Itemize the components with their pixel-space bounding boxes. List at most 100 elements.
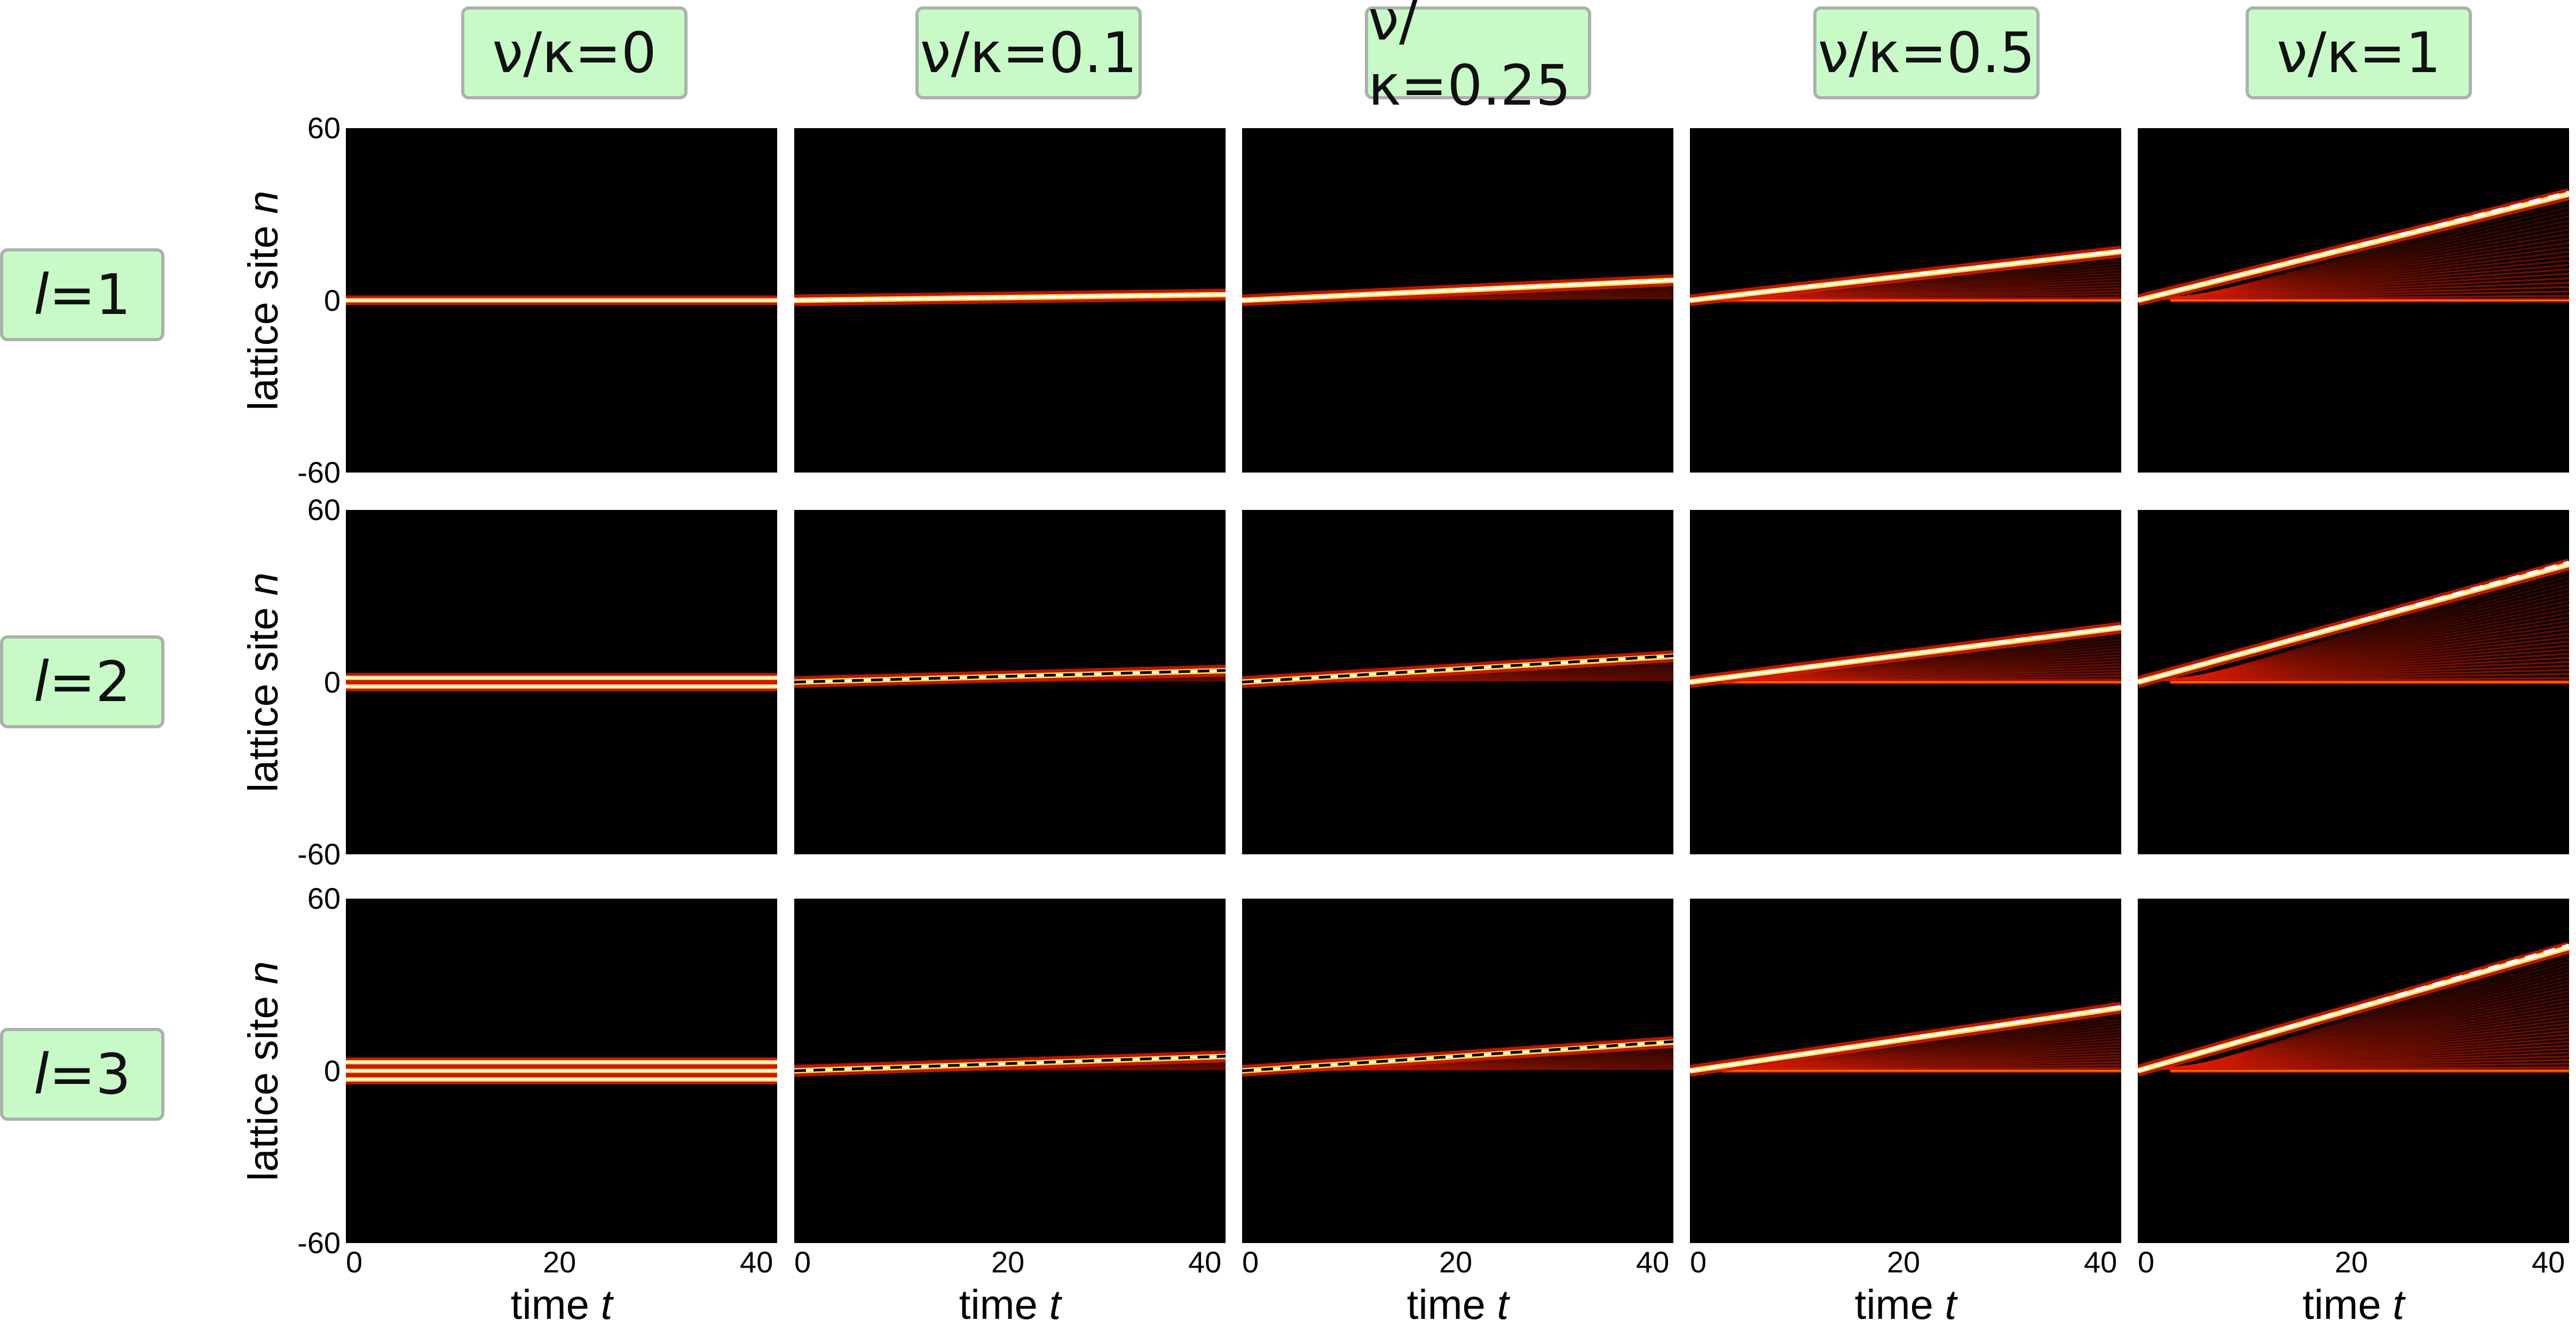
x-axis-label-text: time bbox=[510, 1281, 601, 1328]
dispersion-fan-line bbox=[2191, 979, 2569, 1067]
dispersion-fan-line bbox=[2194, 968, 2569, 1067]
dispersion-fan-line bbox=[2177, 1019, 2569, 1069]
x-tick-label: 0 bbox=[1242, 1245, 1259, 1279]
heatmap-canvas bbox=[1242, 274, 1673, 306]
y-tick-label: 60 bbox=[307, 493, 341, 526]
dispersion-fan-line bbox=[1725, 284, 2121, 301]
y-tick-label: 60 bbox=[307, 111, 341, 145]
heatmap-canvas bbox=[794, 288, 1226, 306]
x-tick-label: 20 bbox=[1439, 1245, 1473, 1279]
dispersion-fan-line bbox=[2187, 228, 2569, 298]
wavepacket-peak bbox=[2138, 946, 2569, 1072]
drift-guide-line bbox=[1242, 1040, 1673, 1072]
dispersion-fan-line bbox=[2169, 1041, 2569, 1070]
heatmap-panel-l2-nu3 bbox=[1690, 510, 2121, 854]
dispersion-fan-line bbox=[2171, 648, 2569, 681]
y-axis-label: lattice site n bbox=[239, 572, 288, 792]
heatmap-canvas bbox=[2138, 559, 2569, 688]
dispersion-fan-line bbox=[2175, 636, 2569, 680]
dispersion-fan-line bbox=[1730, 657, 2121, 682]
x-axis-label-text: time bbox=[1854, 1281, 1945, 1328]
dispersion-fan-line bbox=[2188, 600, 2569, 679]
dispersion-fan-line bbox=[1748, 1016, 2121, 1070]
dispersion-fan-line bbox=[2168, 1044, 2569, 1070]
dispersion-fan-line bbox=[2193, 215, 2569, 297]
dispersion-fan-line bbox=[2178, 628, 2569, 680]
wavepacket-peak bbox=[2138, 563, 2569, 683]
heatmap-panel-l2-nu0 bbox=[346, 510, 777, 854]
heatmap-panel-l2-nu1 bbox=[794, 510, 1226, 854]
x-axis-label: time t bbox=[1855, 1280, 1957, 1329]
dispersion-fan-line bbox=[1745, 639, 2121, 681]
heatmap-canvas bbox=[346, 295, 777, 305]
dispersion-fan-line bbox=[2182, 1004, 2569, 1068]
dispersion-fan-line bbox=[2168, 277, 2569, 300]
dispersion-fan-line bbox=[2186, 233, 2569, 298]
dispersion-fan-line bbox=[2185, 993, 2569, 1068]
dispersion-fan-line bbox=[1744, 1021, 2121, 1070]
heatmap-canvas bbox=[1690, 246, 2121, 306]
dispersion-fan-line bbox=[2196, 579, 2569, 679]
y-axis-label-var: n bbox=[239, 961, 287, 984]
dispersion-fan-line bbox=[1737, 648, 2121, 682]
row-header-l-1: l =1 bbox=[0, 248, 164, 341]
dispersion-fan-line bbox=[2179, 250, 2569, 298]
y-axis-label-text: lattice site bbox=[239, 595, 287, 792]
dispersion-fan-line bbox=[2188, 986, 2569, 1068]
y-tick-label: 0 bbox=[323, 665, 341, 699]
x-axis-label-var: t bbox=[2392, 1281, 2405, 1328]
dispersion-fan-line bbox=[2174, 1026, 2569, 1069]
dispersion-fan-line bbox=[1718, 672, 2121, 682]
x-axis-label-var: t bbox=[600, 1281, 613, 1328]
dispersion-fan-line bbox=[2187, 989, 2569, 1068]
dispersion-fan-line bbox=[2197, 961, 2569, 1067]
dispersion-fan-line bbox=[2186, 608, 2569, 680]
x-axis-label-var: t bbox=[1945, 1281, 1957, 1328]
dispersion-fan-line bbox=[1733, 654, 2121, 682]
y-axis-label-text: lattice site bbox=[239, 213, 287, 411]
dispersion-fan-line bbox=[2174, 640, 2569, 680]
dispersion-fan-line bbox=[1735, 650, 2121, 682]
x-tick-label: 20 bbox=[2335, 1245, 2368, 1279]
dispersion-fan-line bbox=[2192, 592, 2569, 679]
dispersion-fan-line bbox=[2183, 616, 2569, 680]
column-header-nu-1: ν/κ=0.1 bbox=[915, 6, 1142, 99]
dispersion-fan-line bbox=[2179, 1011, 2569, 1068]
dispersion-fan-line bbox=[2174, 264, 2569, 299]
dispersion-fan-line bbox=[2180, 246, 2569, 298]
drift-guide-line bbox=[2138, 943, 2569, 1072]
dispersion-fan-line bbox=[2184, 237, 2569, 298]
dispersion-fan-line bbox=[2180, 1008, 2569, 1068]
y-tick-label: 0 bbox=[323, 1053, 341, 1088]
y-axis-label: lattice site n bbox=[239, 961, 288, 1181]
x-tick-label: 40 bbox=[1636, 1245, 1670, 1279]
dispersion-fan-line bbox=[2177, 632, 2569, 680]
x-axis-label-text: time bbox=[2302, 1281, 2393, 1328]
dispersion-fan-line bbox=[2183, 1001, 2569, 1068]
column-header-nu-2: ν/κ=0.25 bbox=[1365, 0, 1591, 118]
dispersion-fan-line bbox=[2171, 268, 2569, 299]
dispersion-fan-line bbox=[2198, 957, 2569, 1067]
dispersion-fan-line bbox=[2170, 1037, 2569, 1070]
dispersion-fan-line bbox=[1742, 641, 2121, 681]
dispersion-fan-line bbox=[2181, 620, 2569, 680]
dispersion-fan-line bbox=[2184, 612, 2569, 680]
drift-guide-line bbox=[2138, 191, 2569, 302]
x-tick-label: 20 bbox=[1887, 1245, 1921, 1279]
x-axis-label-text: time bbox=[959, 1281, 1049, 1328]
column-header-nu-0: ν/κ=0 bbox=[461, 6, 688, 99]
dispersion-fan-line bbox=[2171, 1033, 2569, 1069]
x-axis-label: time t bbox=[511, 1280, 613, 1329]
drift-guide-line bbox=[1242, 654, 1673, 683]
x-tick-label: 0 bbox=[346, 1245, 363, 1279]
column-header-nu-3: ν/κ=0.5 bbox=[1813, 6, 2040, 99]
dispersion-fan-line bbox=[1728, 1045, 2121, 1071]
y-axis-label-var: n bbox=[239, 190, 287, 214]
dispersion-fan-line bbox=[1721, 1055, 2121, 1071]
heatmap-canvas bbox=[1690, 622, 2121, 688]
heatmap-canvas bbox=[1242, 650, 1673, 688]
dispersion-fan-line bbox=[2184, 997, 2569, 1068]
dispersion-fan-line bbox=[2168, 656, 2569, 681]
dispersion-fan-line bbox=[1721, 669, 2121, 682]
dispersion-fan-line bbox=[1750, 1012, 2121, 1070]
